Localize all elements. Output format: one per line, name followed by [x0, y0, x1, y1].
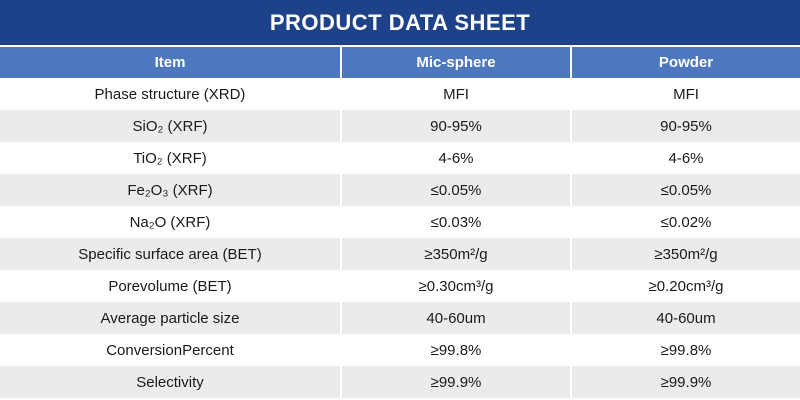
table-row: Selectivity ≥99.9% ≥99.9% [0, 366, 800, 398]
table-row: Average particle size 40-60um 40-60um [0, 302, 800, 334]
mic-sphere-cell: 40-60um [342, 302, 570, 334]
column-header-powder: Powder [572, 47, 800, 78]
mic-sphere-cell: ≤0.05% [342, 174, 570, 206]
item-cell: ConversionPercent [0, 334, 340, 366]
mic-sphere-cell: ≥99.9% [342, 366, 570, 398]
mic-sphere-cell: ≤0.03% [342, 206, 570, 238]
item-cell: Average particle size [0, 302, 340, 334]
item-cell: Phase structure (XRD) [0, 78, 340, 110]
item-cell: Fe₂O₃ (XRF) [0, 174, 340, 206]
powder-cell: 4-6% [572, 142, 800, 174]
powder-cell: ≥99.9% [572, 366, 800, 398]
table-body: Phase structure (XRD) MFI MFI SiO₂ (XRF)… [0, 78, 800, 398]
table-row: TiO₂ (XRF) 4-6% 4-6% [0, 142, 800, 174]
table-row: Porevolume (BET) ≥0.30cm³/g ≥0.20cm³/g [0, 270, 800, 302]
column-header-mic-sphere: Mic-sphere [342, 47, 570, 78]
powder-cell: ≤0.02% [572, 206, 800, 238]
item-cell: TiO₂ (XRF) [0, 142, 340, 174]
mic-sphere-cell: ≥350m²/g [342, 238, 570, 270]
table-row: Fe₂O₃ (XRF) ≤0.05% ≤0.05% [0, 174, 800, 206]
table-header-row: Item Mic-sphere Powder [0, 47, 800, 78]
item-cell: SiO₂ (XRF) [0, 110, 340, 142]
table-row: Na₂O (XRF) ≤0.03% ≤0.02% [0, 206, 800, 238]
table-row: Phase structure (XRD) MFI MFI [0, 78, 800, 110]
powder-cell: ≤0.05% [572, 174, 800, 206]
mic-sphere-cell: 90-95% [342, 110, 570, 142]
mic-sphere-cell: MFI [342, 78, 570, 110]
column-header-item: Item [0, 47, 340, 78]
powder-cell: ≥350m²/g [572, 238, 800, 270]
item-cell: Specific surface area (BET) [0, 238, 340, 270]
mic-sphere-cell: ≥0.30cm³/g [342, 270, 570, 302]
mic-sphere-cell: 4-6% [342, 142, 570, 174]
powder-cell: 40-60um [572, 302, 800, 334]
page-title: PRODUCT DATA SHEET [269, 9, 531, 35]
powder-cell: 90-95% [572, 110, 800, 142]
item-cell: Na₂O (XRF) [0, 206, 340, 238]
table-row: Specific surface area (BET) ≥350m²/g ≥35… [0, 238, 800, 270]
table-row: SiO₂ (XRF) 90-95% 90-95% [0, 110, 800, 142]
item-cell: Porevolume (BET) [0, 270, 340, 302]
powder-cell: ≥0.20cm³/g [572, 270, 800, 302]
mic-sphere-cell: ≥99.8% [342, 334, 570, 366]
title-banner: PRODUCT DATA SHEET [0, 0, 800, 45]
powder-cell: MFI [572, 78, 800, 110]
powder-cell: ≥99.8% [572, 334, 800, 366]
item-cell: Selectivity [0, 366, 340, 398]
table-row: ConversionPercent ≥99.8% ≥99.8% [0, 334, 800, 366]
